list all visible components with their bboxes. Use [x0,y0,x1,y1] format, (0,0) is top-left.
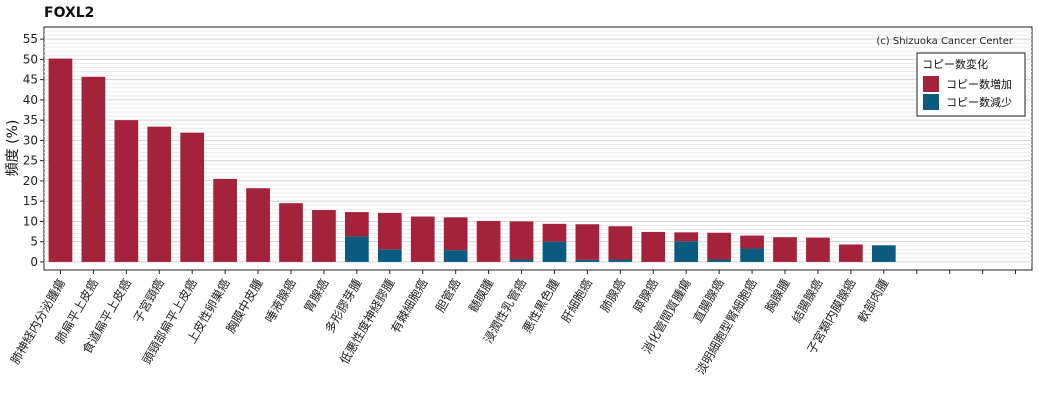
x-tick-label: 肝細胞癌 [558,276,595,325]
y-tick-label: 55 [23,32,38,46]
y-axis-label: 頻度 (%) [5,120,21,177]
x-tick-label: 直腸腺癌 [690,276,727,325]
y-tick-label: 25 [23,154,38,168]
y-tick-label: 30 [23,133,38,147]
bar-gain [345,212,369,237]
bar-loss [575,259,600,262]
bar-loss [377,249,402,262]
legend-label-gain: コピー数増加 [946,78,1012,91]
x-tick-label: 膵腺癌 [630,276,661,315]
legend: コピー数変化 コピー数増加 コピー数減少 [916,52,1026,117]
bar-gain [476,220,501,262]
bar-gain [839,244,863,262]
bar-gain [773,237,797,262]
bar-gain [81,76,106,262]
bar-gain [246,188,270,262]
bar-loss [740,248,764,262]
bar-loss [871,245,896,262]
bar-gain [213,178,237,262]
bar-gain [575,224,600,260]
y-tick-label: 20 [23,174,38,188]
grid-lines [44,30,1032,263]
bar-gain [542,223,567,242]
bar-loss [542,241,567,262]
bar-gain [740,235,764,249]
bar-gain [443,217,468,251]
bar-loss [674,241,699,262]
bar-gain [180,132,205,262]
x-tick-label: 淡明細胞型腎細胞癌 [693,276,760,377]
x-tick-label: 結腸腺癌 [789,276,826,325]
bar-gain [707,232,731,260]
x-tick-label: 肺神経内分泌腫瘍 [7,276,68,367]
bars [48,58,896,262]
bar-gain [410,216,435,262]
y-tick-label: 10 [23,214,38,228]
bar-gain [147,126,172,262]
legend-title: コピー数変化 [922,57,988,71]
credit-label: (c) Shizuoka Cancer Center [876,36,1014,47]
x-tick-label: 肺腺癌 [597,276,628,315]
x-tick-label: 子宮頸癌 [130,276,167,325]
legend-swatch-gain [923,76,939,92]
bar-gain [641,231,666,262]
x-tick-label: 軟部肉腫 [854,276,891,325]
bar-loss [509,259,534,262]
bar-loss [443,250,468,262]
y-tick-label: 0 [30,255,38,269]
y-tick-label: 5 [30,235,38,249]
bar-gain [48,58,73,262]
bar-gain [806,237,830,262]
bar-gain [114,120,139,262]
bar-loss [608,259,633,262]
chart-title: FOXL2 [44,5,94,21]
bar-gain [279,203,303,262]
bar-gain [377,212,402,250]
bar-gain [509,221,534,260]
bar-loss [345,236,369,262]
bar-gain [608,226,633,260]
x-tick-label: 胸腺腫 [762,276,793,315]
bar-loss [707,259,731,262]
x-tick-label: 胆管癌 [432,276,463,315]
x-tick-label: 胃腺癌 [301,276,332,315]
x-tick-label: 髄膜腫 [465,276,496,315]
bar-gain [674,232,699,242]
bar-gain [312,210,336,262]
y-tick-label: 35 [23,113,38,127]
x-tick-label: 唾液腺癌 [262,276,299,325]
y-tick-label: 40 [23,93,38,107]
y-tick-label: 15 [23,194,38,208]
y-tick-label: 50 [23,52,38,66]
legend-label-loss: コピー数減少 [946,95,1012,109]
y-tick-label: 45 [23,73,38,87]
legend-swatch-loss [923,94,939,110]
